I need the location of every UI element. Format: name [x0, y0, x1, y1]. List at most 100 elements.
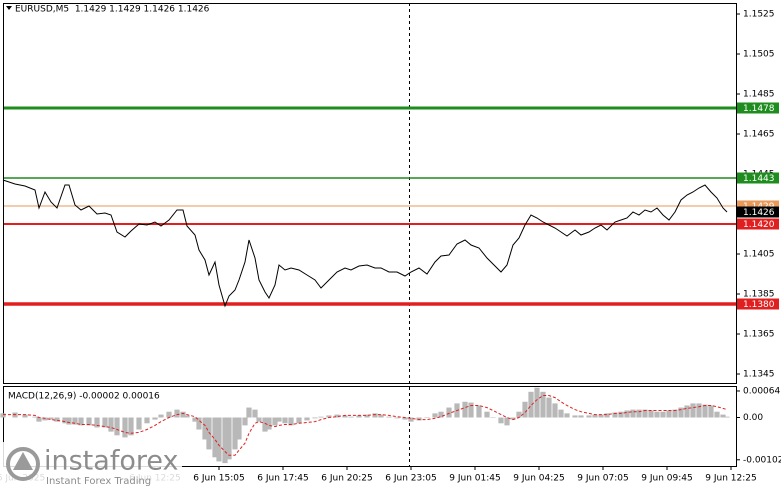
menu-triangle	[6, 6, 12, 10]
macd-bar	[356, 415, 362, 418]
macd-bar	[304, 417, 310, 421]
macd-bar	[246, 407, 252, 418]
x-tick-label: 9 Jun 12:25	[705, 474, 756, 484]
macd-bar	[572, 415, 578, 418]
macd-bar	[586, 415, 592, 418]
x-tick-label: 9 Jun 07:05	[577, 474, 628, 484]
macd-bar	[136, 417, 142, 430]
macd-bar	[252, 409, 258, 418]
macd-bar	[446, 407, 452, 418]
macd-bar	[484, 411, 490, 418]
macd-bar	[708, 405, 714, 418]
macd-bar	[504, 417, 510, 426]
macd-bar	[232, 417, 238, 450]
macd-bar	[386, 416, 392, 418]
macd-bar	[498, 417, 504, 424]
macd-bar	[432, 413, 438, 418]
macd-bar	[54, 417, 60, 422]
x-tick-label: 6 Jun 20:25	[321, 474, 372, 484]
macd-bar	[476, 405, 482, 418]
macd-bar	[690, 403, 696, 418]
macd-bar	[438, 411, 444, 418]
watermark-logo	[6, 447, 40, 481]
macd-bar	[256, 417, 262, 422]
level-label-box	[737, 218, 779, 230]
level-label: 1.1443	[743, 174, 775, 184]
y-tick-label: 1.1365	[743, 330, 775, 340]
macd-bar	[206, 417, 212, 450]
macd-bar	[94, 417, 100, 428]
macd-bar	[262, 417, 268, 432]
y-tick-label: 1.1505	[743, 50, 775, 60]
x-tick-label: 9 Jun 04:25	[513, 474, 564, 484]
macd-bar	[402, 417, 408, 420]
macd-bar	[166, 411, 172, 418]
macd-bar	[592, 414, 598, 418]
macd-bar	[102, 417, 108, 428]
macd-bar	[272, 417, 278, 426]
macd-bar	[242, 417, 248, 426]
macd-bar	[36, 417, 42, 422]
macd-bar	[86, 417, 92, 426]
macd-bar	[604, 413, 610, 418]
level-label-box	[737, 172, 779, 184]
macd-bar	[522, 401, 528, 418]
y-tick-label: 0.00	[743, 413, 763, 423]
macd-bar	[312, 417, 318, 419]
macd-bar	[0, 413, 6, 418]
macd-bar	[202, 417, 208, 440]
macd-bar	[666, 410, 672, 418]
level-label: 1.1380	[743, 300, 775, 310]
macd-bar	[158, 414, 164, 418]
x-tick-label: 6 Jun 23:05	[385, 474, 436, 484]
macd-bar	[266, 417, 272, 430]
macd-bar	[318, 416, 324, 418]
macd-bar	[196, 417, 202, 430]
macd-bar	[618, 411, 624, 418]
macd-bar	[296, 417, 302, 424]
macd-bar	[378, 414, 384, 418]
macd-bar	[192, 417, 198, 422]
macd-bar	[42, 417, 48, 421]
macd-bar	[174, 409, 180, 418]
macd-bar	[108, 417, 114, 432]
watermark-name: instaforex	[44, 446, 178, 477]
macd-bar	[408, 417, 414, 422]
macd-bar	[578, 415, 584, 418]
macd-bar	[326, 415, 332, 418]
macd-bar	[216, 417, 222, 462]
macd-bar	[226, 417, 232, 460]
macd-bar	[720, 414, 726, 418]
y-tick-label: 1.1405	[743, 250, 775, 260]
macd-bar	[22, 414, 28, 418]
macd-bar	[66, 417, 72, 425]
macd-bar	[558, 409, 564, 418]
macd-bar	[630, 409, 636, 418]
macd-bar	[660, 411, 666, 418]
x-tick-label: 6 Jun 15:05	[193, 474, 244, 484]
watermark: instaforex Instant Forex Trading	[0, 442, 182, 489]
macd-bar	[288, 417, 294, 426]
main-panel	[3, 3, 737, 384]
macd-bar	[702, 404, 708, 418]
macd-bar	[424, 417, 430, 419]
macd-bar	[72, 417, 78, 425]
macd-bar	[598, 414, 604, 418]
macd-bar	[678, 407, 684, 418]
macd-bar	[696, 403, 702, 418]
macd-bar	[152, 417, 158, 420]
macd-bar	[552, 403, 558, 418]
macd-bar	[510, 417, 516, 420]
level-label: 1.1420	[743, 220, 775, 230]
macd-panel	[3, 386, 737, 467]
macd-bar	[724, 416, 730, 418]
macd-bar	[236, 417, 242, 440]
chart-title: EURUSD,M5 1.1429 1.1429 1.1426 1.1426	[15, 5, 210, 15]
macd-bar	[540, 391, 546, 418]
y-tick-label: 1.1485	[743, 90, 775, 100]
macd-bar	[372, 413, 378, 418]
macd-bar	[642, 409, 648, 418]
macd-bar	[564, 413, 570, 418]
macd-bar	[32, 416, 38, 418]
